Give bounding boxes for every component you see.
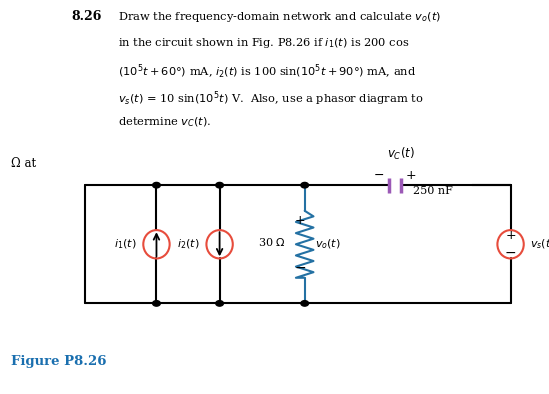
Circle shape bbox=[301, 182, 309, 188]
Text: +: + bbox=[406, 169, 417, 182]
Text: −: − bbox=[294, 261, 306, 275]
Text: 8.26: 8.26 bbox=[71, 10, 102, 23]
Text: Figure P8.26: Figure P8.26 bbox=[11, 355, 107, 368]
Text: $v_s(t)$: $v_s(t)$ bbox=[530, 238, 549, 251]
Circle shape bbox=[153, 301, 160, 306]
Text: Ω at: Ω at bbox=[11, 157, 36, 170]
Text: −: − bbox=[374, 169, 385, 182]
Text: determine $v_C(t)$.: determine $v_C(t)$. bbox=[118, 115, 211, 129]
Circle shape bbox=[153, 182, 160, 188]
Text: −: − bbox=[505, 246, 517, 260]
Text: $v_C(t)$: $v_C(t)$ bbox=[387, 146, 414, 162]
Text: 250 nF: 250 nF bbox=[413, 186, 453, 196]
Text: Draw the frequency-domain network and calculate $v_o(t)$: Draw the frequency-domain network and ca… bbox=[118, 10, 441, 24]
Circle shape bbox=[301, 301, 309, 306]
Text: $i_2(t)$: $i_2(t)$ bbox=[177, 238, 200, 251]
Text: $(10^5t + 60°)$ mA, $i_2(t)$ is 100 sin$(10^5t + 90°)$ mA, and: $(10^5t + 60°)$ mA, $i_2(t)$ is 100 sin$… bbox=[118, 63, 416, 81]
Text: $v_o(t)$: $v_o(t)$ bbox=[315, 238, 340, 251]
Text: +: + bbox=[505, 229, 516, 242]
Text: $v_s(t)$ = 10 sin$(10^5t)$ V.  Also, use a phasor diagram to: $v_s(t)$ = 10 sin$(10^5t)$ V. Also, use … bbox=[118, 89, 423, 108]
Circle shape bbox=[216, 182, 223, 188]
Circle shape bbox=[216, 301, 223, 306]
Text: +: + bbox=[295, 214, 306, 227]
Text: in the circuit shown in Fig. P8.26 if $i_1(t)$ is 200 cos: in the circuit shown in Fig. P8.26 if $i… bbox=[118, 36, 410, 50]
Text: $i_1(t)$: $i_1(t)$ bbox=[114, 238, 137, 251]
Text: 30 $\Omega$: 30 $\Omega$ bbox=[258, 236, 285, 248]
